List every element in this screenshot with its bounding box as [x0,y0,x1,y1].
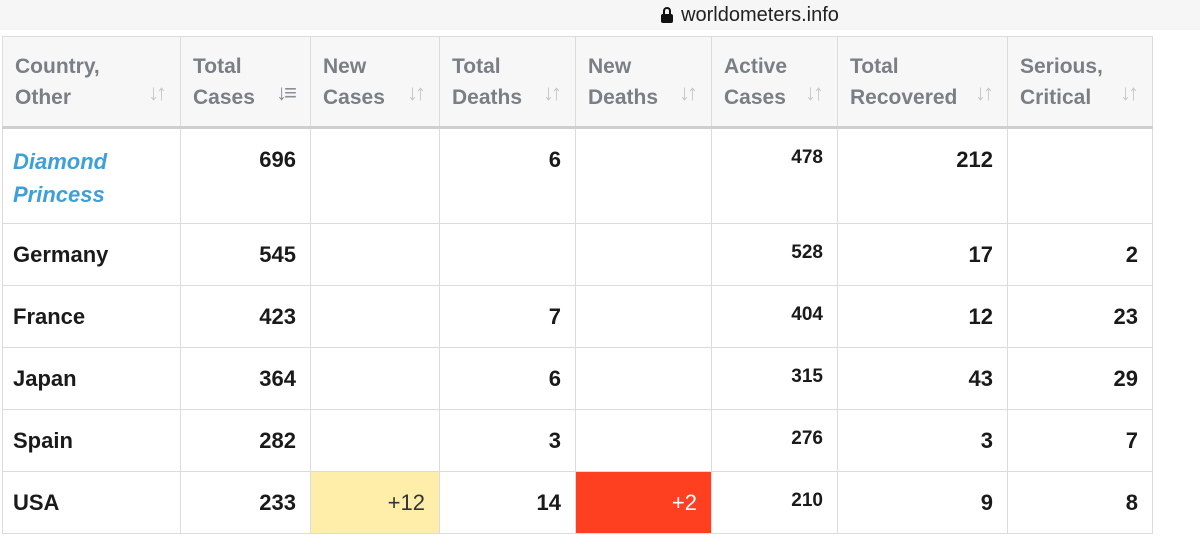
table-row: USA 233 +12 14 +2 210 9 8 [2,471,1153,534]
coronavirus-stats-table: Country, Other ↓↑ Total Cases ↓≡ New Cases ↓↑ … [2,36,1153,534]
country-cell: Japan [2,347,181,410]
total-cases-cell: 282 [180,409,311,472]
serious-critical-cell: 2 [1007,223,1153,286]
total-cases-cell: 545 [180,223,311,286]
active-cases-cell: 478 [711,127,838,224]
total-deaths-cell: 6 [439,347,576,410]
total-deaths-cell [439,223,576,286]
serious-critical-cell: 7 [1007,409,1153,472]
table-row: Spain 282 3 276 3 7 [2,409,1153,472]
new-cases-cell: +12 [310,471,440,534]
new-deaths-cell [575,347,712,410]
table-row: Japan 364 6 315 43 29 [2,347,1153,410]
column-header-serious-critical[interactable]: Serious, Critical ↓↑ [1007,36,1153,129]
total-deaths-cell: 14 [439,471,576,534]
country-cell: USA [2,471,181,534]
country-cell: Spain [2,409,181,472]
column-header-country[interactable]: Country, Other ↓↑ [2,36,181,129]
serious-critical-cell: 29 [1007,347,1153,410]
active-cases-cell: 276 [711,409,838,472]
url-display[interactable]: worldometers.info [661,4,839,27]
active-cases-cell: 528 [711,223,838,286]
total-recovered-cell: 17 [837,223,1008,286]
sort-icon[interactable]: ↓↑ [679,80,698,105]
total-cases-cell: 696 [180,127,311,224]
total-recovered-cell: 3 [837,409,1008,472]
country-link[interactable]: Diamond Princess [2,127,181,224]
total-deaths-cell: 3 [439,409,576,472]
total-cases-cell: 233 [180,471,311,534]
new-deaths-cell [575,409,712,472]
new-deaths-cell [575,285,712,348]
new-cases-cell [310,223,440,286]
total-deaths-cell: 7 [439,285,576,348]
serious-critical-cell: 23 [1007,285,1153,348]
table-row: Diamond Princess 696 6 478 212 [2,127,1153,224]
column-header-total-recovered[interactable]: Total Recovered ↓↑ [837,36,1008,129]
new-deaths-cell [575,127,712,224]
new-deaths-cell: +2 [575,471,712,534]
sort-icon[interactable]: ↓↑ [543,80,562,105]
column-header-total-deaths[interactable]: Total Deaths ↓↑ [439,36,576,129]
total-cases-cell: 364 [180,347,311,410]
sort-descending-icon[interactable]: ↓≡ [276,80,297,105]
column-header-new-deaths[interactable]: New Deaths ↓↑ [575,36,712,129]
total-recovered-cell: 212 [837,127,1008,224]
sort-icon[interactable]: ↓↑ [407,80,426,105]
column-header-total-cases[interactable]: Total Cases ↓≡ [180,36,311,129]
sort-icon[interactable]: ↓↑ [805,80,824,105]
lock-icon [661,7,674,23]
table-header-row: Country, Other ↓↑ Total Cases ↓≡ New Cases ↓↑ … [2,36,1153,129]
new-cases-cell [310,409,440,472]
total-recovered-cell: 43 [837,347,1008,410]
total-recovered-cell: 9 [837,471,1008,534]
column-header-active-cases[interactable]: Active Cases ↓↑ [711,36,838,129]
country-cell: Germany [2,223,181,286]
total-cases-cell: 423 [180,285,311,348]
sort-icon[interactable]: ↓↑ [1120,80,1139,105]
active-cases-cell: 315 [711,347,838,410]
table-row: Germany 545 528 17 2 [2,223,1153,286]
browser-address-bar[interactable]: worldometers.info [0,0,1200,30]
new-cases-cell [310,127,440,224]
total-recovered-cell: 12 [837,285,1008,348]
table-row: France 423 7 404 12 23 [2,285,1153,348]
sort-icon[interactable]: ↓↑ [148,80,167,105]
active-cases-cell: 210 [711,471,838,534]
new-deaths-cell [575,223,712,286]
serious-critical-cell [1007,127,1153,224]
serious-critical-cell: 8 [1007,471,1153,534]
url-text: worldometers.info [681,3,839,26]
new-cases-cell [310,285,440,348]
active-cases-cell: 404 [711,285,838,348]
new-cases-cell [310,347,440,410]
sort-icon[interactable]: ↓↑ [975,80,994,105]
column-header-new-cases[interactable]: New Cases ↓↑ [310,36,440,129]
total-deaths-cell: 6 [439,127,576,224]
country-cell: France [2,285,181,348]
